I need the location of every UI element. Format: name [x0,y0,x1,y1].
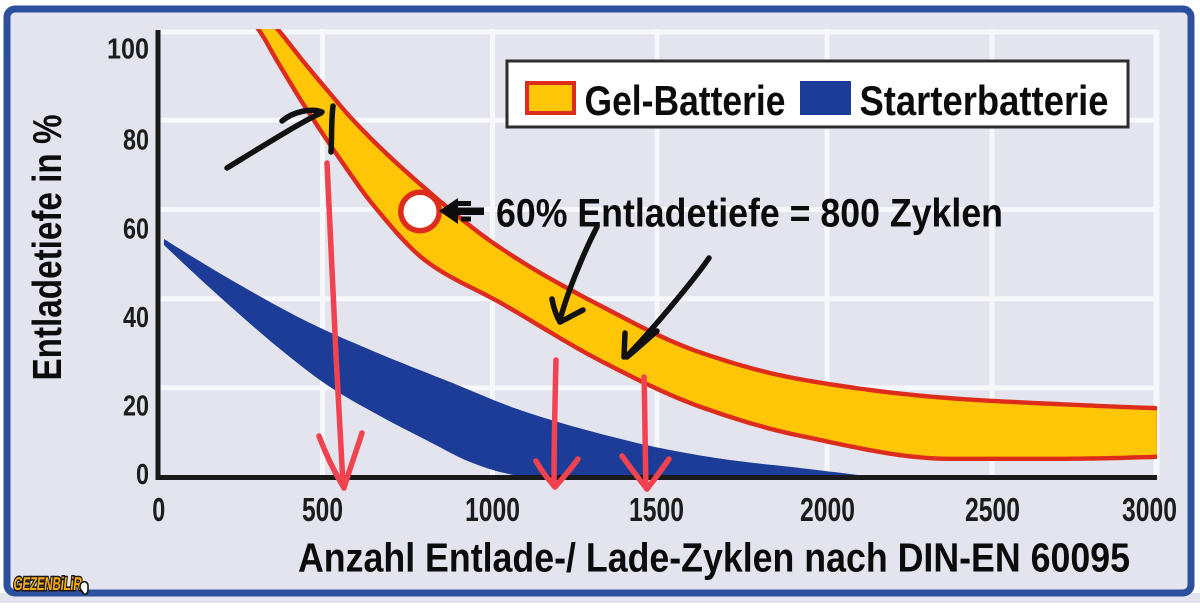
svg-text:Anzahl Entlade-/ Lade-Zyklen n: Anzahl Entlade-/ Lade-Zyklen nach DIN-EN… [298,535,1130,581]
svg-text:Gel-Batterie: Gel-Batterie [585,77,786,124]
svg-text:500: 500 [302,491,343,528]
svg-text:Starterbatterie: Starterbatterie [860,77,1109,124]
svg-text:80: 80 [123,125,149,157]
svg-text:0: 0 [152,491,165,528]
svg-text:0: 0 [136,459,149,491]
svg-text:2000: 2000 [800,491,855,528]
svg-text:20: 20 [123,390,149,422]
svg-text:40: 40 [123,302,149,334]
svg-text:60% Entladetiefe = 800 Zyklen: 60% Entladetiefe = 800 Zyklen [496,192,1003,236]
svg-text:3000: 3000 [1122,491,1177,528]
svg-text:1000: 1000 [465,491,520,528]
svg-text:Entladetiefe in %: Entladetiefe in % [24,115,70,381]
svg-text:60: 60 [123,213,149,245]
svg-text:2500: 2500 [965,491,1020,528]
svg-text:GEZENBiLiR: GEZENBiLiR [13,573,84,594]
svg-text:1500: 1500 [629,491,684,528]
svg-text:100: 100 [107,33,149,65]
